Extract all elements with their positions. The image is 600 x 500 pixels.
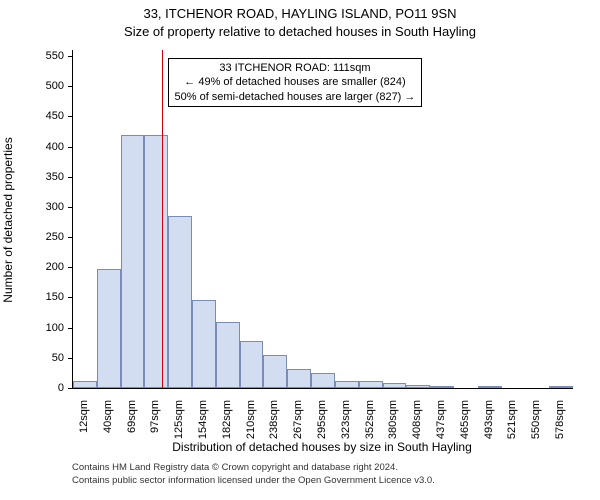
y-axis-label: Number of detached properties bbox=[1, 120, 15, 320]
histogram-bar bbox=[263, 355, 287, 388]
y-tick-label: 100 bbox=[0, 322, 64, 334]
reference-marker-line bbox=[162, 50, 163, 388]
y-tick-mark bbox=[68, 297, 72, 298]
y-tick-label: 0 bbox=[0, 382, 64, 394]
footer-line1: Contains HM Land Registry data © Crown c… bbox=[72, 462, 398, 473]
y-tick-mark bbox=[68, 56, 72, 57]
histogram-bar bbox=[335, 381, 359, 388]
histogram-bar bbox=[240, 341, 264, 388]
histogram-bar bbox=[478, 386, 502, 388]
histogram-bar bbox=[216, 322, 240, 388]
callout-line3: 50% of semi-detached houses are larger (… bbox=[175, 90, 416, 104]
histogram-bar bbox=[383, 383, 407, 388]
histogram-bar bbox=[549, 386, 573, 388]
y-tick-mark bbox=[68, 116, 72, 117]
histogram-bar bbox=[311, 373, 335, 388]
histogram-bar bbox=[359, 381, 383, 388]
x-axis-label: Distribution of detached houses by size … bbox=[72, 440, 572, 454]
histogram-bar bbox=[73, 381, 97, 388]
callout-line2: ← 49% of detached houses are smaller (82… bbox=[175, 75, 416, 89]
chart-title-line1: 33, ITCHENOR ROAD, HAYLING ISLAND, PO11 … bbox=[0, 6, 600, 21]
y-tick-mark bbox=[68, 358, 72, 359]
y-tick-mark bbox=[68, 328, 72, 329]
y-tick-mark bbox=[68, 267, 72, 268]
y-tick-mark bbox=[68, 147, 72, 148]
y-tick-label: 500 bbox=[0, 80, 64, 92]
plot-area: 33 ITCHENOR ROAD: 111sqm ← 49% of detach… bbox=[72, 50, 573, 389]
y-tick-mark bbox=[68, 86, 72, 87]
chart-title-line2: Size of property relative to detached ho… bbox=[0, 24, 600, 39]
callout-line1: 33 ITCHENOR ROAD: 111sqm bbox=[175, 61, 416, 75]
y-tick-label: 550 bbox=[0, 50, 64, 62]
histogram-bar bbox=[192, 300, 216, 388]
histogram-bar bbox=[406, 385, 430, 388]
footer-line2: Contains public sector information licen… bbox=[72, 475, 435, 486]
histogram-bar bbox=[97, 269, 121, 389]
y-tick-label: 50 bbox=[0, 352, 64, 364]
y-tick-mark bbox=[68, 207, 72, 208]
histogram-bar bbox=[168, 216, 192, 388]
histogram-bar bbox=[430, 386, 454, 388]
y-tick-mark bbox=[68, 388, 72, 389]
y-tick-mark bbox=[68, 177, 72, 178]
histogram-bar bbox=[287, 369, 311, 388]
callout-box: 33 ITCHENOR ROAD: 111sqm ← 49% of detach… bbox=[168, 58, 423, 107]
histogram-bar bbox=[121, 135, 145, 389]
y-tick-mark bbox=[68, 237, 72, 238]
histogram-bar bbox=[144, 135, 168, 389]
chart-container: 33, ITCHENOR ROAD, HAYLING ISLAND, PO11 … bbox=[0, 0, 600, 500]
